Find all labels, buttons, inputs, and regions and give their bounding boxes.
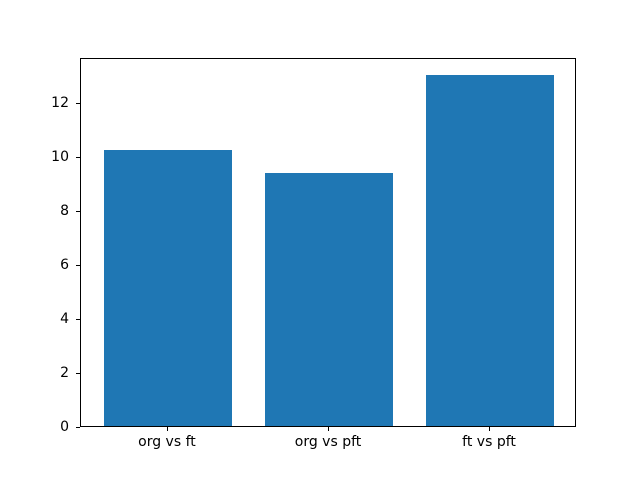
x-tick-mark: [166, 427, 168, 431]
y-tick-mark: [76, 372, 80, 374]
plot-area: [80, 58, 576, 427]
y-tick-mark: [76, 210, 80, 212]
bar-ft-vs-pft: [425, 74, 555, 426]
y-tick-label: 8: [60, 202, 69, 219]
x-tick-label: org vs ft: [138, 434, 196, 450]
y-tick-mark: [76, 156, 80, 158]
y-tick-mark: [76, 264, 80, 266]
x-tick-label: org vs pft: [294, 434, 362, 450]
y-tick-mark: [76, 102, 80, 104]
bar-org-vs-pft: [264, 173, 394, 426]
x-tick-mark: [489, 427, 491, 431]
y-tick-label: 10: [51, 148, 69, 165]
y-tick-label: 12: [51, 94, 69, 111]
y-tick-mark: [76, 427, 80, 428]
y-tick-label: 4: [60, 310, 69, 327]
bar-org-vs-ft: [103, 150, 233, 426]
x-tick-mark: [328, 427, 329, 431]
x-tick-label: ft vs pft: [462, 434, 516, 450]
y-tick-label: 0: [60, 419, 69, 435]
y-tick-label: 6: [60, 256, 69, 273]
y-tick-label: 2: [60, 364, 69, 381]
y-tick-mark: [76, 318, 80, 320]
